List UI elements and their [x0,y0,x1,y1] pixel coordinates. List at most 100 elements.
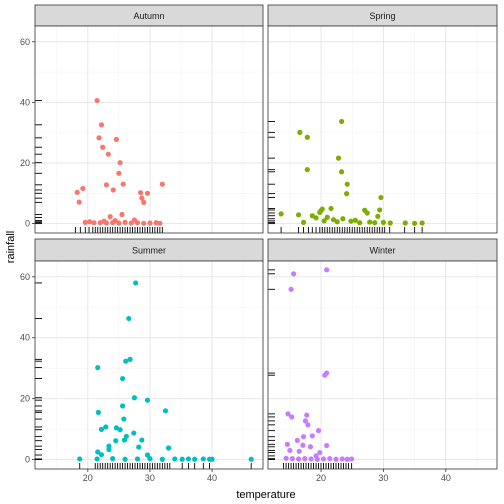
panel-border [267,25,498,234]
data-point [113,438,119,444]
x-tick-label: 30 [378,473,388,483]
data-point [159,181,165,187]
data-point [304,412,310,418]
x-tick-label: 20 [83,473,93,483]
data-point [284,441,290,447]
data-point [334,219,340,225]
data-point [344,456,350,462]
data-point [192,456,198,462]
data-point [136,444,142,450]
data-point [317,449,323,456]
data-point [295,456,302,462]
facet-strip-label: Spring [369,11,395,21]
data-point [122,456,128,462]
data-point [80,185,86,192]
data-point [117,427,123,433]
data-point [300,219,307,225]
data-point [94,456,100,462]
data-point [74,189,80,195]
y-tick-label: 60 [20,37,30,47]
data-point [95,449,101,455]
data-point [317,209,323,215]
data-point [139,437,145,443]
data-point [110,187,116,193]
data-point [131,217,138,223]
data-point [297,129,303,135]
data-point [98,122,105,128]
y-tick-label: 40 [20,333,30,343]
data-point [121,416,127,422]
facet-panel-autumn: Autumn 0 20 40 60 [20,4,264,234]
data-point [339,169,345,175]
data-point [288,286,294,292]
data-point [144,190,151,196]
data-point [315,428,322,434]
y-tick-label: 20 [20,394,30,404]
data-point [300,434,307,440]
data-point [378,194,384,201]
data-point [139,195,145,201]
data-point [289,456,295,462]
facet-strip-label: Summer [132,246,166,256]
data-point [200,456,206,462]
data-point [304,134,310,140]
data-point [283,455,289,461]
data-point [159,456,165,462]
data-point [387,220,393,226]
x-tick-label: 30 [145,473,155,483]
panel-border [34,25,264,234]
x-tick-label: 40 [207,473,217,483]
data-point [91,220,97,226]
data-point [352,217,358,223]
data-point [144,452,151,458]
data-point [313,215,319,221]
data-point [402,220,408,226]
data-point [76,199,82,205]
data-point [295,212,302,218]
data-point [157,220,163,226]
data-point [133,280,139,286]
data-point [131,430,137,436]
data-point [105,151,111,157]
x-axis-label: temperature [236,489,295,501]
data-point [377,207,383,213]
facet-strip-label: Autumn [133,11,164,21]
data-point [339,118,345,125]
data-point [327,456,333,462]
data-point [305,422,311,428]
data-point [294,437,300,443]
data-point [278,211,284,217]
data-point [380,219,387,225]
data-point [419,220,425,226]
x-tick-label: 40 [441,473,451,483]
data-point [372,220,378,226]
data-point [107,214,113,220]
data-point [82,219,88,225]
data-point [147,456,153,462]
data-point [307,444,314,450]
panel-background [35,26,263,233]
data-point [110,456,116,462]
data-point [296,448,302,454]
facet-panel-winter: Winter 20 30 40 [267,238,498,483]
data-point [103,424,109,430]
data-point [179,456,185,462]
y-axis-label: rainfall [5,231,17,263]
y-tick-label: 20 [20,158,30,168]
data-point [95,409,101,415]
data-point [349,456,355,462]
data-point [94,97,100,104]
y-tick-label: 0 [25,455,30,465]
facet-panels: Autumn 0 20 40 60 Spring Summer 20 30 40 0 20 40 60 Wi… [20,4,498,483]
data-point [96,135,102,141]
data-point [375,213,381,219]
data-point [302,456,308,462]
data-point [333,456,339,462]
panel-background [268,26,497,233]
data-point [314,456,320,462]
data-point [147,220,153,226]
data-point [100,144,106,150]
data-point [285,411,291,417]
data-point [335,155,342,161]
